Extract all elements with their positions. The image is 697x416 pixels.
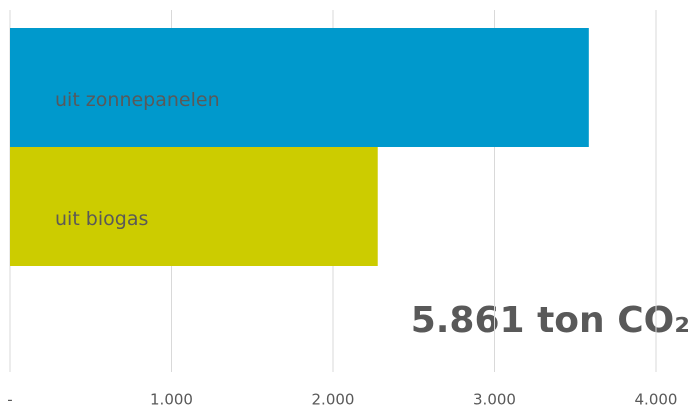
bar-label: uit zonnepanelen	[55, 89, 220, 111]
x-tick-label: -	[7, 391, 12, 409]
bar	[10, 28, 589, 147]
x-tick-label: 2.000	[312, 391, 355, 409]
bar	[10, 147, 378, 266]
x-tick-label: 4.000	[635, 391, 678, 409]
annotation: 5.861 ton CO₂	[411, 300, 690, 341]
bar-label: uit biogas	[55, 208, 148, 230]
x-tick-label: 1.000	[150, 391, 193, 409]
x-tick-label: 3.000	[473, 391, 516, 409]
